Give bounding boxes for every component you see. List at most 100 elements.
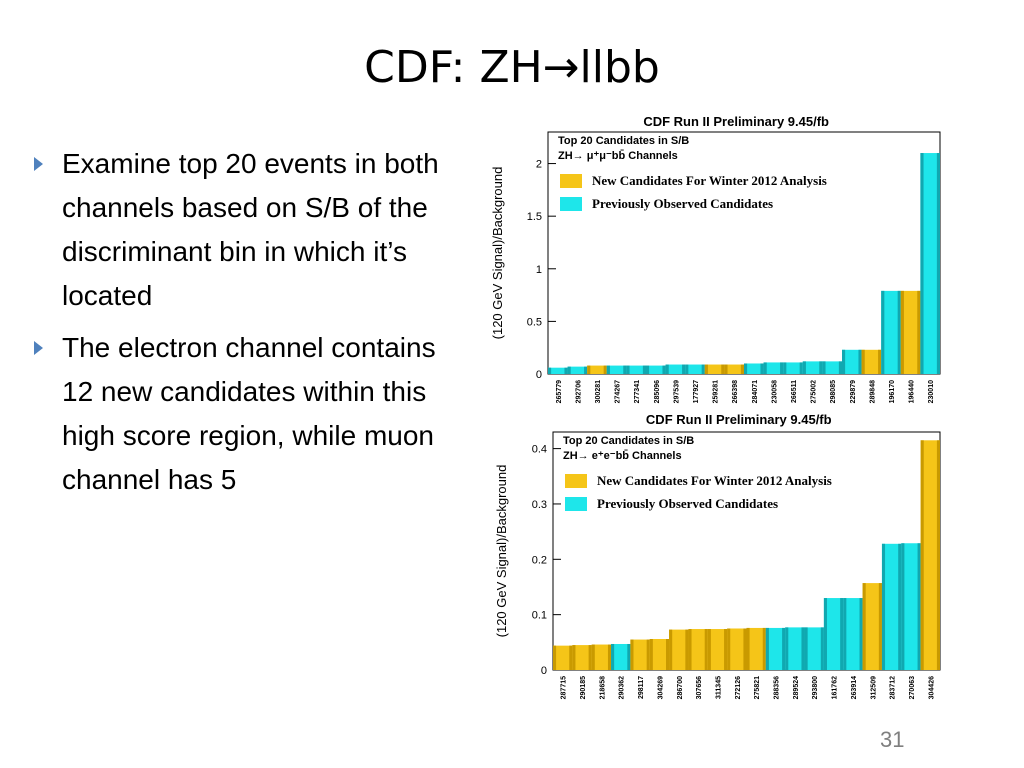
bar-shade	[588, 645, 592, 670]
y-tick-label: 0	[536, 369, 542, 381]
bar-previous-candidate	[785, 627, 805, 670]
bar-previous-candidate	[763, 362, 784, 374]
y-tick-label: 0.3	[532, 499, 547, 511]
bullet-item: Examine top 20 events in both channels b…	[28, 142, 458, 318]
bar-new-candidate	[920, 440, 940, 670]
bar-previous-candidate	[783, 362, 803, 374]
bar-shade	[584, 366, 588, 374]
bar-previous-candidate	[881, 543, 902, 670]
bar-shade	[685, 364, 689, 374]
bar-shade	[701, 364, 705, 374]
bar-new-candidate	[861, 349, 882, 374]
bar-shade	[646, 639, 650, 670]
y-tick-label: 2	[536, 159, 542, 171]
x-tick-label: 284071	[752, 380, 759, 403]
x-tick-label: 293800	[812, 676, 819, 699]
bar-previous-candidate	[646, 365, 666, 374]
bar-shade	[763, 362, 767, 374]
bar-shade	[799, 362, 803, 374]
x-tick-label: 298085	[830, 380, 837, 403]
y-tick-label: 0.5	[527, 316, 542, 328]
x-tick-label: 292706	[575, 380, 582, 403]
bar-shade	[743, 628, 747, 670]
annotation-line: Top 20 Candidates in S/B	[558, 135, 689, 147]
x-tick-label: 298117	[638, 676, 645, 699]
bar-previous-candidate	[611, 643, 631, 670]
legend-swatch-new	[565, 474, 587, 488]
bar-shade	[611, 643, 615, 670]
bar-shade	[707, 629, 711, 670]
bar-shade	[564, 367, 568, 374]
bar-new-candidate	[707, 629, 728, 670]
x-tick-label: 307656	[696, 676, 703, 699]
bar-new-candidate	[669, 629, 689, 670]
bar-new-candidate	[727, 628, 747, 670]
bar-new-candidate	[649, 639, 670, 670]
bar-new-candidate	[900, 290, 921, 374]
bar-previous-candidate	[881, 290, 901, 374]
x-tick-label: 196170	[889, 380, 896, 403]
bar-shade	[630, 639, 634, 670]
bar-shade	[607, 644, 612, 670]
bar-shade	[665, 364, 669, 374]
x-tick-label: 290185	[580, 676, 587, 699]
electron-channel-chart: CDF Run II Preliminary 9.45/fb (120 GeV S…	[494, 412, 941, 699]
bar-new-candidate	[862, 583, 882, 670]
bar-shade	[649, 639, 653, 670]
annotation-line: ZH→ μ⁺μ⁻bb̄ Channels	[558, 150, 678, 162]
bar-shade	[646, 365, 650, 374]
bar-previous-candidate	[843, 598, 863, 670]
bullet-text: The electron channel contains 12 new can…	[62, 332, 436, 495]
bar-new-candidate	[591, 644, 612, 670]
bar-shade	[688, 629, 692, 670]
bar-shade	[623, 365, 627, 374]
x-tick-label: 263914	[851, 676, 858, 699]
bar-shade	[662, 365, 666, 374]
bar-shade	[920, 153, 924, 374]
bar-shade	[840, 598, 844, 670]
bar-previous-candidate	[665, 364, 686, 374]
x-tick-label: 218658	[599, 676, 606, 699]
legend-swatch-previous	[565, 497, 587, 511]
bar-shade	[760, 363, 764, 374]
bar-previous-candidate	[626, 365, 646, 374]
x-tick-label: 196440	[909, 380, 916, 403]
bar-shade	[917, 543, 921, 670]
bar-shade	[878, 349, 882, 374]
bar-shade	[669, 629, 673, 670]
bar-shade	[765, 627, 769, 670]
bar-new-candidate	[572, 645, 592, 670]
bar-shade	[746, 627, 750, 670]
bar-shade	[878, 583, 882, 670]
y-tick-label: 0.2	[532, 554, 547, 566]
x-tick-label: 266511	[791, 380, 798, 403]
bar-shade	[642, 365, 646, 374]
bullet-arrow-icon	[34, 157, 43, 171]
bar-shade	[587, 365, 591, 374]
x-tick-label: 285096	[654, 380, 661, 403]
bar-shade	[842, 349, 846, 374]
y-tick-label: 1	[536, 264, 542, 276]
bar-new-candidate	[553, 645, 573, 670]
bar-shade	[762, 627, 766, 670]
bar-shade	[567, 366, 571, 374]
legend-swatch-previous	[560, 197, 582, 211]
bar-new-candidate	[587, 365, 607, 374]
bar-shade	[785, 627, 789, 670]
bar-shade	[591, 644, 595, 670]
bar-previous-candidate	[920, 153, 940, 374]
bar-shade	[553, 645, 557, 670]
bar-shade	[666, 639, 670, 670]
x-tick-label: 230010	[928, 380, 935, 403]
bar-shade	[881, 290, 885, 374]
legend-swatch-new	[560, 174, 582, 188]
bar-shade	[682, 364, 686, 374]
x-tick-label: 304269	[657, 676, 664, 699]
x-tick-label: 300281	[595, 380, 602, 403]
x-tick-label: 270063	[909, 676, 916, 699]
y-tick-label: 1.5	[527, 211, 542, 223]
x-tick-label: 229879	[850, 380, 857, 403]
bar-shade	[900, 290, 904, 374]
bar-shade	[936, 440, 940, 670]
annotation-line: ZH→ e⁺e⁻bb̄ Channels	[563, 450, 682, 462]
